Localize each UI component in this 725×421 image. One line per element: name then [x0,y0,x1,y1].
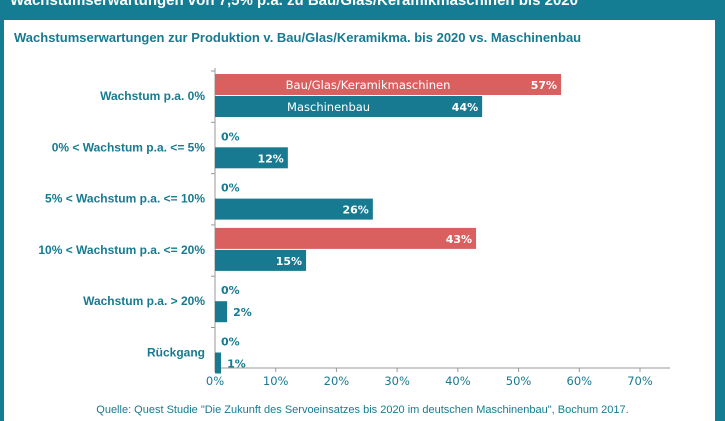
data-label: 57% [531,79,557,92]
category-label: 5% < Wachstum p.a. <= 10% [45,192,205,206]
category-label: Rückgang [147,346,205,360]
series-label: Maschinenbau [287,100,370,114]
data-label: 0% [221,182,240,195]
data-label: 0% [221,336,240,349]
data-label: 12% [258,152,284,165]
category-label: 0% < Wachstum p.a. <= 5% [52,140,206,154]
bar-maschinenbau [215,249,307,271]
data-label: 26% [343,204,369,217]
x-tick-label: 50% [506,374,532,388]
series-label: Bau/Glas/Keramikmaschinen [286,78,451,92]
x-tick-label: 30% [384,374,410,388]
x-tick-label: 20% [324,374,350,388]
x-tick-label: 40% [445,374,471,388]
source-note: Quelle: Quest Studie "Die Zukunft des Se… [96,404,629,416]
data-label: 2% [233,306,252,319]
bar-maschinenbau [215,198,373,220]
data-label: 0% [221,284,240,297]
bar-bau-glas-keramik [215,74,562,95]
category-label: Wachstum p.a. 0% [100,89,205,103]
data-label: 0% [221,130,240,143]
category-label: Wachstum p.a. > 20% [83,294,205,308]
data-label: 44% [452,101,478,114]
data-label: 1% [227,358,246,371]
x-tick-label: 10% [263,374,289,388]
data-label: 15% [276,255,302,268]
x-tick-label: 60% [567,374,593,388]
bar-maschinenbau [215,96,483,117]
bar-maschinenbau [215,301,228,323]
data-label: 43% [446,233,472,246]
category-label: 10% < Wachstum p.a. <= 20% [38,243,205,257]
slide-title: Wachstumserwartungen von 7,5% p.a. zu Ba… [10,0,578,9]
x-tick-label: 70% [627,374,653,388]
x-tick-label: 0% [206,374,224,388]
chart-title: Wachstumserwartungen zur Produktion v. B… [14,30,582,45]
bar-maschinenbau [215,352,222,374]
bar-maschinenbau [215,147,288,169]
bar-bau-glas-keramik [215,227,477,249]
